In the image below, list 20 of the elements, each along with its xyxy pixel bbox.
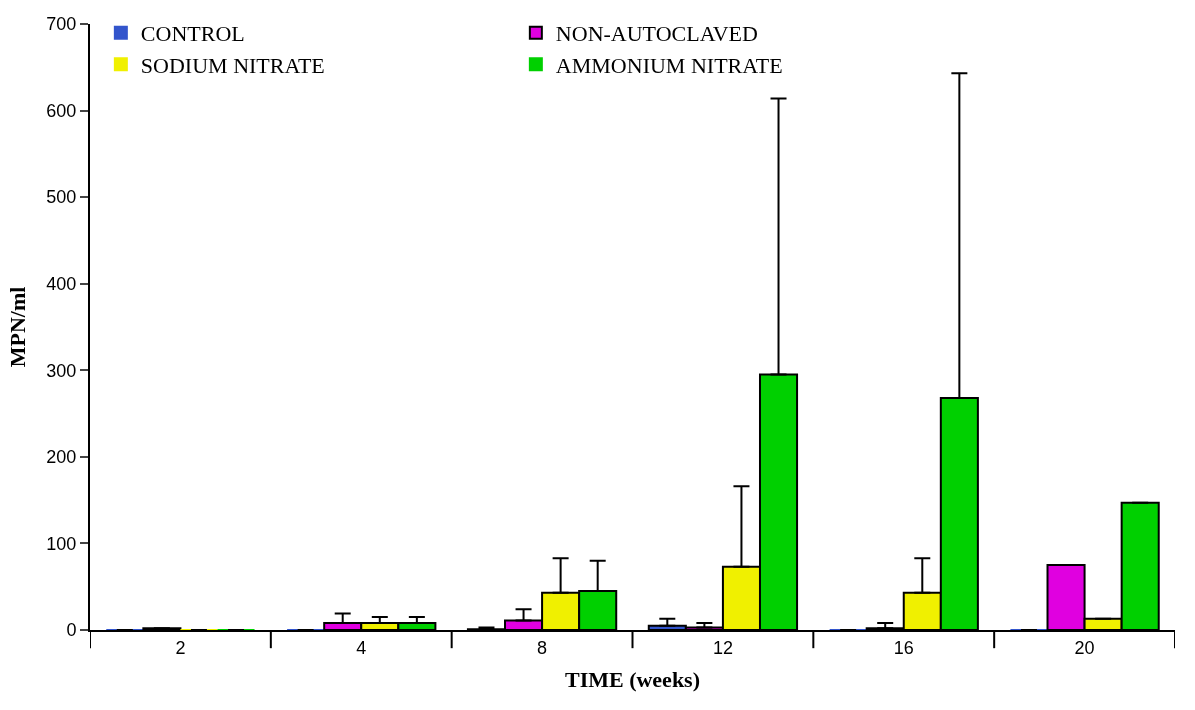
x-tick-label: 8 [537,637,548,658]
x-tick-label: 4 [356,637,367,658]
y-tick-label: 100 [46,533,77,554]
y-tick-label: 600 [46,100,77,121]
x-axis-title: TIME (weeks) [564,667,701,692]
legend-label: AMMONIUM NITRATE [555,52,783,78]
x-tick-label: 20 [1074,637,1095,658]
y-tick-label: 200 [46,447,77,468]
x-tick-label: 16 [893,637,914,658]
y-tick-label: 0 [66,620,77,641]
legend-label: CONTROL [140,21,245,47]
y-tick-label: 300 [46,360,77,381]
x-tick-label: 2 [175,637,186,658]
y-axis-title: MPN/ml [4,286,30,368]
legend-label: NON-AUTOCLAVED [555,21,758,47]
y-tick-label: 700 [46,14,77,35]
x-tick-label: 12 [712,637,733,658]
y-tick-label: 500 [46,187,77,208]
y-tick-label: 400 [46,274,77,295]
legend-label: SODIUM NITRATE [140,52,325,78]
